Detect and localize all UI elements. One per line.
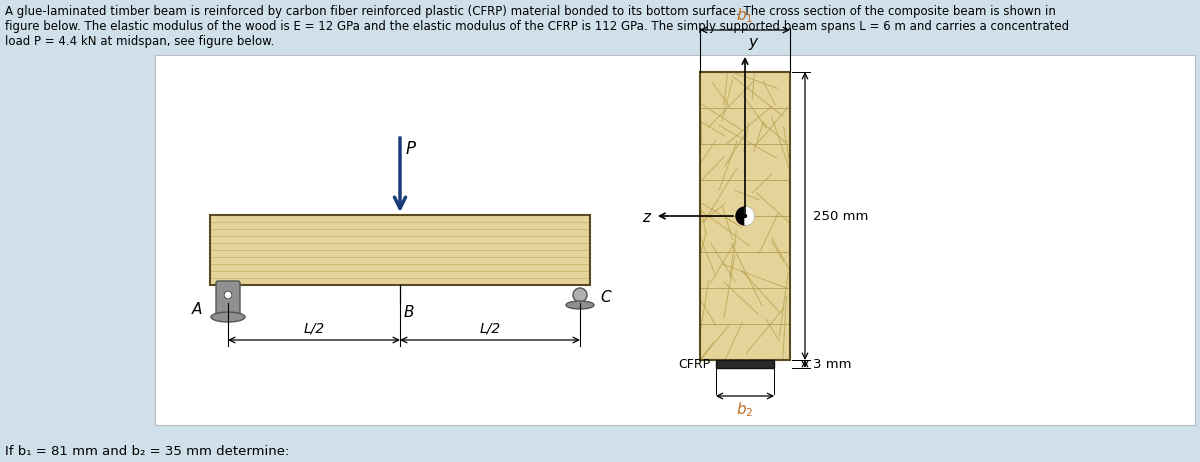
Text: figure below. The elastic modulus of the wood is E = 12 GPa and the elastic modu: figure below. The elastic modulus of the…: [5, 20, 1069, 33]
Text: P: P: [406, 140, 416, 158]
Text: L/2: L/2: [479, 322, 500, 336]
Bar: [700, 72, 790, 360]
Circle shape: [574, 288, 587, 302]
Bar: [155, 55, 1195, 425]
Text: $b_2$: $b_2$: [737, 400, 754, 419]
Text: CFRP: CFRP: [679, 358, 710, 371]
Circle shape: [744, 214, 746, 218]
Text: 250 mm: 250 mm: [814, 209, 869, 223]
Text: C: C: [600, 290, 611, 304]
Text: 3 mm: 3 mm: [814, 358, 852, 371]
Bar: [210, 215, 590, 285]
FancyBboxPatch shape: [216, 281, 240, 315]
Bar: [715, 360, 774, 368]
Bar: [700, 72, 790, 360]
Circle shape: [736, 207, 754, 225]
Ellipse shape: [211, 312, 245, 322]
Circle shape: [224, 291, 232, 299]
Wedge shape: [745, 207, 754, 225]
Text: B: B: [404, 305, 414, 320]
Text: $b_1$: $b_1$: [737, 6, 754, 25]
Ellipse shape: [566, 301, 594, 309]
Text: L/2: L/2: [304, 322, 325, 336]
Bar: [210, 215, 590, 285]
Text: z: z: [642, 209, 650, 225]
Text: y: y: [748, 35, 757, 50]
Text: load P = 4.4 kN at midspan, see figure below.: load P = 4.4 kN at midspan, see figure b…: [5, 35, 275, 48]
Text: A: A: [192, 303, 202, 317]
Text: If b₁ = 81 mm and b₂ = 35 mm determine:: If b₁ = 81 mm and b₂ = 35 mm determine:: [5, 445, 289, 458]
Text: A glue-laminated timber beam is reinforced by carbon fiber reinforced plastic (C: A glue-laminated timber beam is reinforc…: [5, 5, 1056, 18]
